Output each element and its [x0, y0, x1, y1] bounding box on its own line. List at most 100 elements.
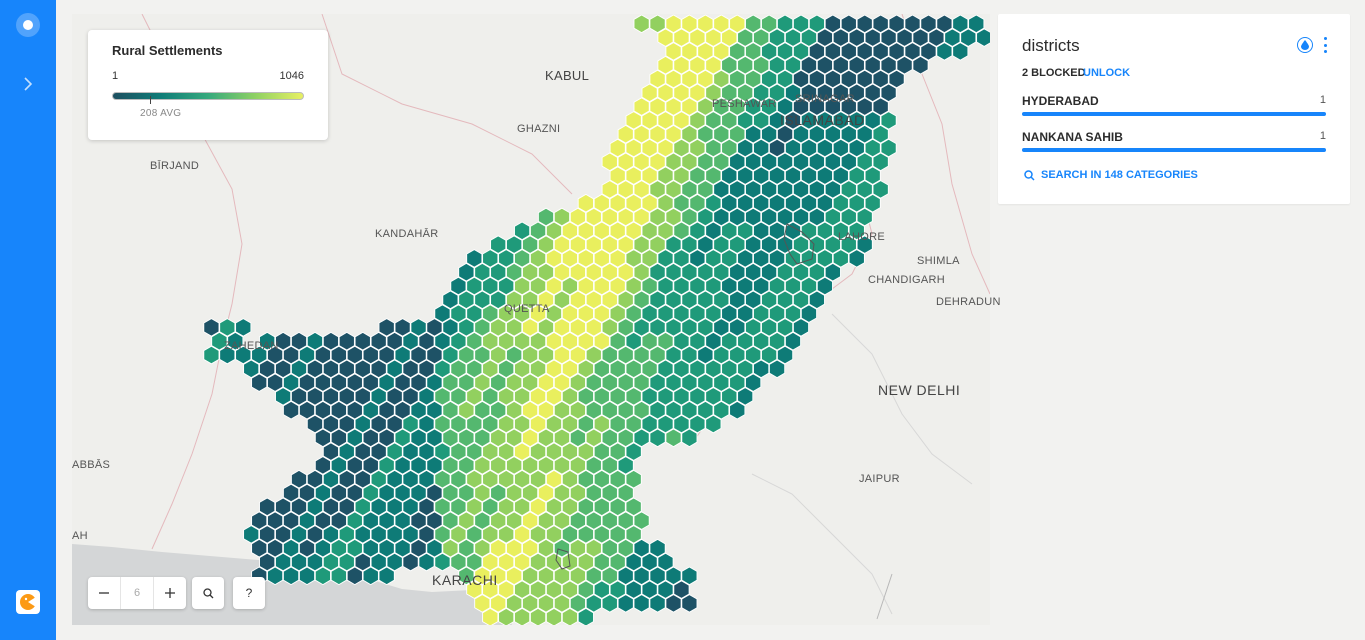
hexbin-cell	[553, 207, 571, 227]
category-row-nankana-sahib[interactable]: NANKANA SAHIB 1	[1022, 130, 1326, 154]
hexbin-cell	[569, 483, 586, 503]
hexbin-cell	[434, 469, 451, 489]
hexbin-cell	[625, 414, 642, 434]
zoom-out-button[interactable]	[88, 577, 120, 609]
hexbin-cell	[976, 28, 990, 47]
hexbin-cell	[282, 345, 300, 365]
hexbin-cell	[681, 318, 698, 337]
hexbin-cell	[697, 345, 714, 365]
hexbin-cell	[466, 469, 483, 489]
hexbin-cell	[522, 290, 539, 310]
hexbin-cell	[330, 511, 347, 530]
hexbin-cell	[577, 276, 594, 296]
hexbin-cell	[856, 69, 873, 89]
app-logo-icon[interactable]	[16, 590, 40, 614]
hexbin-cell	[290, 469, 308, 489]
hexbin-cell	[545, 331, 563, 351]
hexbin-cell	[601, 594, 618, 613]
home-icon[interactable]	[16, 13, 40, 37]
hexbin-cell	[227, 331, 244, 351]
hexbin-cell	[585, 318, 602, 337]
hexbin-cell	[657, 249, 674, 268]
hexbin-cell	[314, 428, 331, 448]
unlock-link[interactable]: UNLOCK	[1083, 67, 1131, 79]
hexbin-cell	[346, 483, 363, 503]
hexbin-cell	[490, 235, 507, 254]
hexbin-cell	[673, 331, 690, 351]
hexbin-cell	[649, 124, 666, 144]
hexbin-cell	[689, 359, 706, 379]
category-row-hyderabad[interactable]: HYDERABAD 1	[1022, 94, 1326, 118]
hexbin-cell	[609, 414, 626, 434]
hexbin-cell	[514, 525, 531, 544]
hexbin-cell	[776, 152, 794, 172]
map-search-button[interactable]	[192, 577, 224, 609]
hexbin-cell	[529, 249, 547, 268]
hexbin-cell	[721, 276, 738, 296]
hexbin-cell	[394, 400, 411, 420]
hexbin-cell	[776, 290, 794, 310]
hexbin-cell	[490, 511, 507, 530]
hexbin-cell	[529, 304, 547, 323]
hexbin-cell	[482, 525, 499, 544]
more-options-icon[interactable]	[1322, 37, 1328, 53]
hexbin-cell	[466, 249, 483, 268]
hexbin-cell	[346, 566, 363, 586]
hexbin-cell	[912, 55, 929, 75]
hexbin-cell	[713, 69, 730, 89]
expand-chevron-icon[interactable]	[20, 74, 36, 94]
droplet-icon[interactable]	[1297, 37, 1313, 53]
hexbin-cell	[458, 318, 475, 337]
hexbin-cell	[681, 262, 698, 282]
hexbin-cell	[625, 497, 642, 517]
hexbin-cell	[354, 414, 371, 434]
hexbin-cell	[689, 166, 706, 185]
hexbin-cell	[434, 304, 451, 323]
zoom-in-button[interactable]	[154, 577, 186, 609]
hexbin-cell	[808, 152, 825, 172]
help-button[interactable]: ?	[233, 577, 265, 609]
hexbin-cell	[362, 483, 379, 503]
legend-gradient-bar	[112, 92, 304, 100]
search-categories-link[interactable]: SEARCH IN 148 CATEGORIES	[1024, 169, 1198, 181]
hexbin-cell	[418, 331, 435, 351]
hexbin-cell	[545, 607, 563, 625]
hexbin-cell	[641, 552, 658, 572]
hexbin-cell	[378, 345, 395, 365]
hexbin-cell	[322, 414, 339, 434]
hexbin-cell	[681, 124, 698, 144]
hexbin-cell	[577, 497, 594, 517]
hexbin-cell	[761, 42, 778, 61]
hexbin-cell	[737, 304, 754, 323]
hexbin-cell	[824, 152, 841, 172]
hexbin-cell	[593, 359, 610, 379]
hexbin-cell	[362, 456, 379, 475]
hexbin-cell	[282, 400, 300, 420]
hexbin-cell	[506, 566, 523, 586]
hexbin-cell	[537, 538, 555, 558]
hexbin-cell	[506, 456, 523, 475]
hexbin-cell	[713, 290, 730, 310]
hexbin-cell	[784, 276, 802, 296]
hexbin-cell	[808, 290, 825, 310]
hexbin-cell	[768, 55, 786, 75]
hexbin-cell	[641, 304, 658, 323]
hexbin-cell	[593, 497, 610, 517]
hexbin-cell	[856, 97, 873, 116]
hexbin-cell	[617, 511, 634, 530]
hexbin-cell	[362, 373, 379, 392]
hexbin-cell	[745, 345, 762, 365]
hexbin-cell	[577, 442, 594, 461]
hexbin-cell	[784, 331, 802, 351]
hexbin-cell	[753, 359, 770, 379]
city-label-kabul: KABUL	[545, 68, 590, 83]
hexbin-cell	[705, 83, 722, 103]
hexbin-cell	[721, 359, 738, 379]
hexbin-cell	[569, 235, 586, 254]
hexbin-cell	[370, 359, 387, 379]
hexbin-cell	[338, 359, 355, 379]
hexbin-cell	[601, 428, 618, 448]
map-canvas[interactable]	[72, 14, 990, 625]
hexbin-cell	[625, 469, 642, 489]
hexbin-cell	[776, 180, 794, 199]
